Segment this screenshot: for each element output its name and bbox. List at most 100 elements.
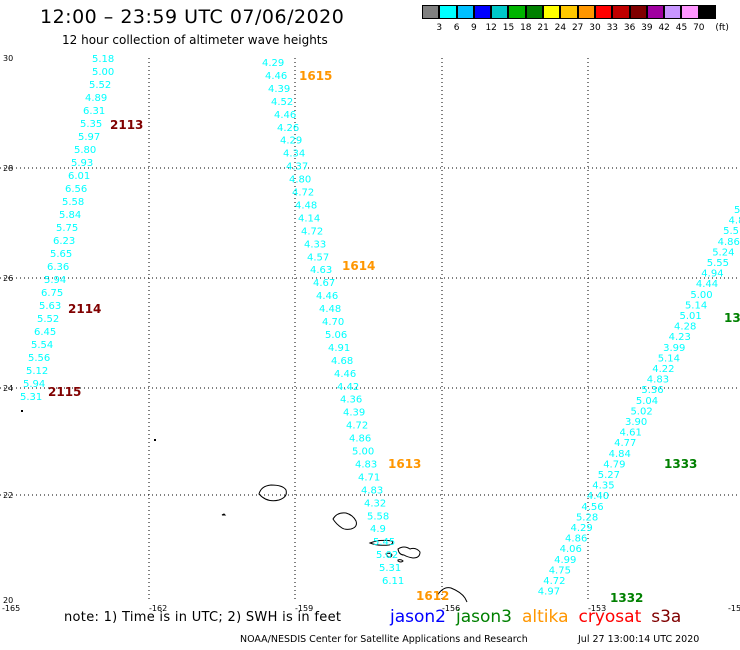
wave-height-value: 4.14 bbox=[298, 213, 320, 224]
wave-height-value: 5.18 bbox=[92, 54, 114, 65]
wave-height-value: 6.36 bbox=[47, 262, 69, 273]
pass-label-1615: 1615 bbox=[299, 69, 332, 83]
wave-height-value: 4.89 bbox=[85, 93, 107, 104]
legend-label: 18 bbox=[520, 23, 532, 33]
wave-height-value: 4.23 bbox=[669, 332, 691, 343]
wave-height-value: 5.00 bbox=[352, 447, 374, 458]
wave-height-value: 5.58 bbox=[367, 511, 389, 522]
island-lanai bbox=[385, 552, 393, 558]
sat-cryosat: cryosat bbox=[578, 607, 642, 627]
legend-swatch bbox=[422, 5, 440, 19]
wave-height-value: 5.52 bbox=[37, 314, 59, 325]
legend-swatch bbox=[525, 5, 544, 19]
wave-height-value: 5.97 bbox=[78, 132, 100, 143]
wave-height-value: 4.44 bbox=[696, 279, 718, 290]
lat-tick-label: 28 bbox=[3, 164, 13, 173]
credit-line: NOAA/NESDIS Center for Satellite Applica… bbox=[240, 634, 528, 645]
lon-tick-label: -159 bbox=[295, 604, 313, 613]
wave-height-value: 4.22 bbox=[652, 364, 674, 375]
wave-height-value: 5.63 bbox=[39, 301, 61, 312]
wave-height-value: 4.83 bbox=[355, 459, 377, 470]
wave-height-value: 4.57 bbox=[307, 252, 329, 263]
pass-label-1612: 1612 bbox=[416, 589, 449, 603]
wave-height-value: 4.35 bbox=[592, 481, 614, 492]
wave-height-value: 5.56 bbox=[28, 353, 50, 364]
wave-height-value: 5.27 bbox=[598, 470, 620, 481]
wave-height-value: 6.11 bbox=[382, 576, 404, 587]
legend-label: 33 bbox=[606, 23, 619, 33]
wave-height-value: 5.35 bbox=[80, 119, 102, 130]
wave-height-value: 4.94 bbox=[701, 269, 723, 280]
wave-height-value: 4.48 bbox=[295, 200, 317, 211]
wave-height-value: 5.02 bbox=[630, 406, 652, 417]
legend-label: 3 bbox=[436, 23, 443, 33]
wave-height-value: 6.23 bbox=[53, 236, 75, 247]
lat-tick-label: 24 bbox=[3, 384, 13, 393]
wave-height-value: 4.86 bbox=[565, 534, 587, 545]
islet-1 bbox=[154, 439, 156, 441]
wave-height-value: 4.56 bbox=[581, 502, 603, 513]
wave-height-value: 4.46 bbox=[334, 369, 356, 380]
wave-height-value: 4.39 bbox=[343, 408, 365, 419]
wave-height-value: 4.37 bbox=[286, 162, 308, 173]
lat-tick-label: 20 bbox=[3, 596, 13, 605]
pass-label-13: 13 bbox=[724, 311, 740, 325]
wave-height-value: 5.55 bbox=[707, 258, 729, 269]
pass-label-1332: 1332 bbox=[610, 591, 643, 605]
lon-tick-label: -165 bbox=[2, 604, 20, 613]
legend-swatch bbox=[594, 5, 613, 19]
wave-height-value: 5.93 bbox=[71, 158, 93, 169]
wave-height-value: 3.90 bbox=[625, 417, 647, 428]
wave-height-value: 4.84 bbox=[609, 449, 631, 460]
legend-label: 12 bbox=[485, 23, 497, 33]
legend-label: 27 bbox=[571, 23, 584, 33]
wave-height-value: 5.5 bbox=[723, 226, 739, 237]
wave-height-color-legend: 3 6 9 12 15 18 21 24 27 30 33 36 39 42 45 70 (ft) bbox=[422, 5, 729, 33]
wave-height-value: 4.67 bbox=[313, 278, 335, 289]
wave-height-value: 5.94 bbox=[44, 275, 66, 286]
generation-timestamp: Jul 27 13:00:14 UTC 2020 bbox=[578, 634, 700, 645]
wave-height-value: 4.72 bbox=[543, 576, 565, 587]
map-grid bbox=[0, 58, 740, 602]
legend-label: 70 bbox=[693, 23, 705, 33]
legend-swatch bbox=[473, 5, 492, 19]
wave-height-value: 4.46 bbox=[274, 110, 296, 121]
island-molokai bbox=[368, 539, 394, 546]
wave-height-value: 5.52 bbox=[89, 80, 111, 91]
legend-swatch bbox=[629, 5, 647, 19]
wave-height-value: 4.06 bbox=[560, 544, 582, 555]
wave-height-value: 4.32 bbox=[364, 498, 386, 509]
island-kahoolawe bbox=[397, 559, 404, 563]
wave-height-value: 5 bbox=[734, 205, 740, 216]
legend-swatch bbox=[491, 5, 509, 19]
chart-subtitle: 12 hour collection of altimeter wave hei… bbox=[62, 33, 328, 47]
legend-swatch bbox=[577, 5, 595, 19]
wave-height-value: 5.14 bbox=[685, 300, 707, 311]
legend-label: 9 bbox=[471, 23, 477, 33]
lon-tick-label: -162 bbox=[149, 604, 167, 613]
wave-height-value: 4.40 bbox=[587, 491, 609, 502]
wave-height-value: 4.72 bbox=[301, 226, 323, 237]
wave-height-value: 4.86 bbox=[718, 237, 740, 248]
legend-label: 21 bbox=[537, 23, 549, 33]
wave-height-value: 4.68 bbox=[331, 356, 353, 367]
wave-height-value: 5.00 bbox=[690, 290, 712, 301]
wave-height-value: 4.72 bbox=[346, 421, 368, 432]
wave-height-value: 4.83 bbox=[361, 485, 383, 496]
legend-label: 45 bbox=[675, 23, 688, 33]
wave-height-value: 4.75 bbox=[549, 565, 571, 576]
wave-height-value: 5.01 bbox=[680, 311, 702, 322]
wave-height-value: 4.29 bbox=[262, 58, 284, 69]
islet-2 bbox=[21, 410, 23, 412]
pass-label-1613: 1613 bbox=[388, 457, 421, 471]
legend-swatches bbox=[422, 5, 717, 19]
wave-height-value: 5.04 bbox=[636, 396, 658, 407]
wave-height-value: 5.24 bbox=[712, 247, 734, 258]
lon-tick-label: -153 bbox=[588, 604, 606, 613]
wave-height-value: 6.56 bbox=[65, 184, 87, 195]
pass-label-2115: 2115 bbox=[48, 385, 81, 399]
wave-height-value: 3.99 bbox=[663, 343, 685, 354]
legend-label: 36 bbox=[623, 23, 636, 33]
legend-swatch bbox=[456, 5, 474, 19]
sat-jason2: jason2 bbox=[390, 607, 446, 627]
